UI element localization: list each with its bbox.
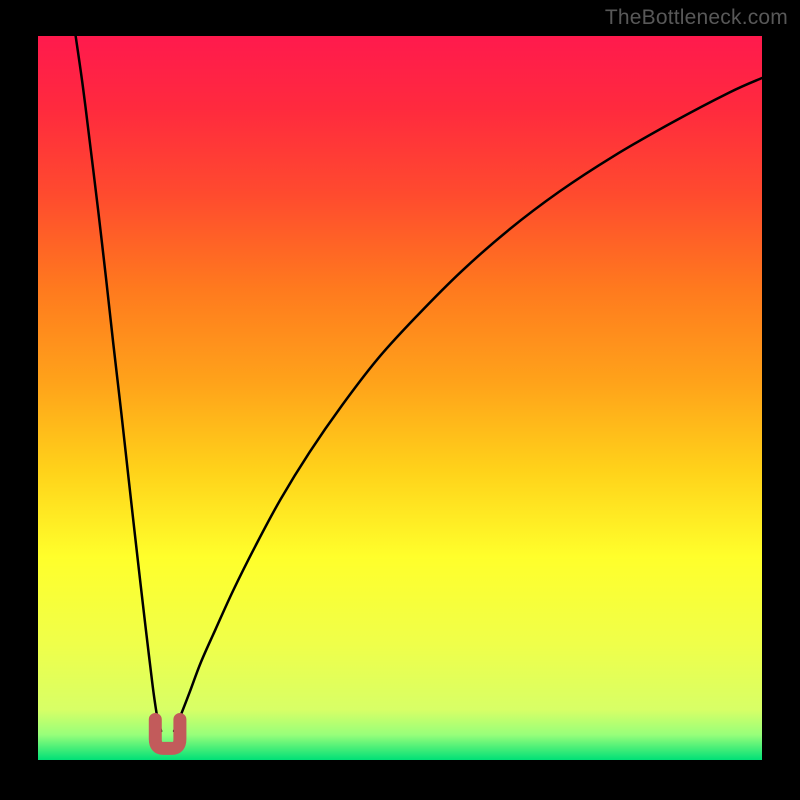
plot-background	[38, 36, 762, 760]
watermark-text: TheBottleneck.com	[605, 6, 788, 30]
chart-stage: TheBottleneck.com	[0, 0, 800, 800]
bottleneck-chart-svg	[0, 0, 800, 800]
